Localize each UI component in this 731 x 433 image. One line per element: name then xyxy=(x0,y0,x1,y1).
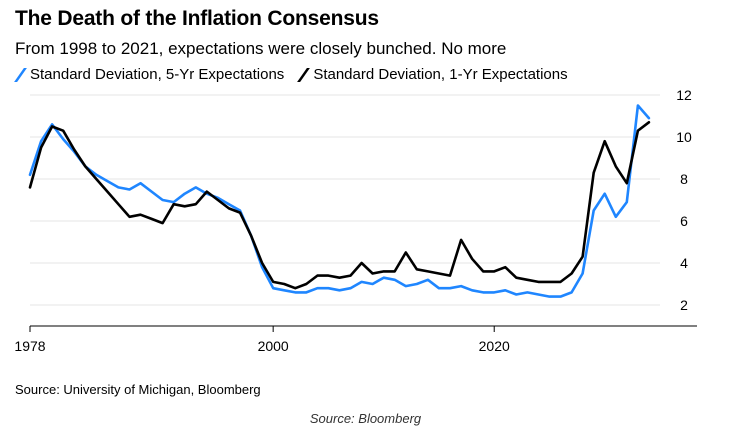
y-tick-label: 6 xyxy=(680,213,688,229)
series-line-5yr xyxy=(28,104,651,298)
y-tick-label: 4 xyxy=(680,255,688,271)
chart-title: The Death of the Inflation Consensus xyxy=(15,7,379,30)
series-line-1yr xyxy=(28,121,651,290)
chart-legend: Standard Deviation, 5-Yr Expectations St… xyxy=(14,66,582,83)
legend-item-5yr: Standard Deviation, 5-Yr Expectations xyxy=(14,66,285,83)
y-tick-label: 10 xyxy=(676,129,692,145)
legend-label-5yr: Standard Deviation, 5-Yr Expectations xyxy=(30,66,285,83)
source-note: Source: University of Michigan, Bloomber… xyxy=(15,382,261,397)
y-tick-label: 2 xyxy=(680,297,688,313)
x-tick-label: 2000 xyxy=(258,338,289,354)
legend-item-1yr: Standard Deviation, 1-Yr Expectations xyxy=(297,66,568,83)
y-tick-label: 12 xyxy=(676,87,692,103)
x-tick-label: 1978 xyxy=(14,338,45,354)
chart-subtitle: From 1998 to 2021, expectations were clo… xyxy=(15,39,507,58)
y-tick-label: 8 xyxy=(680,171,688,187)
image-caption: Source: Bloomberg xyxy=(309,411,422,426)
legend-label-1yr: Standard Deviation, 1-Yr Expectations xyxy=(313,66,568,83)
x-tick-label: 2020 xyxy=(479,338,510,354)
